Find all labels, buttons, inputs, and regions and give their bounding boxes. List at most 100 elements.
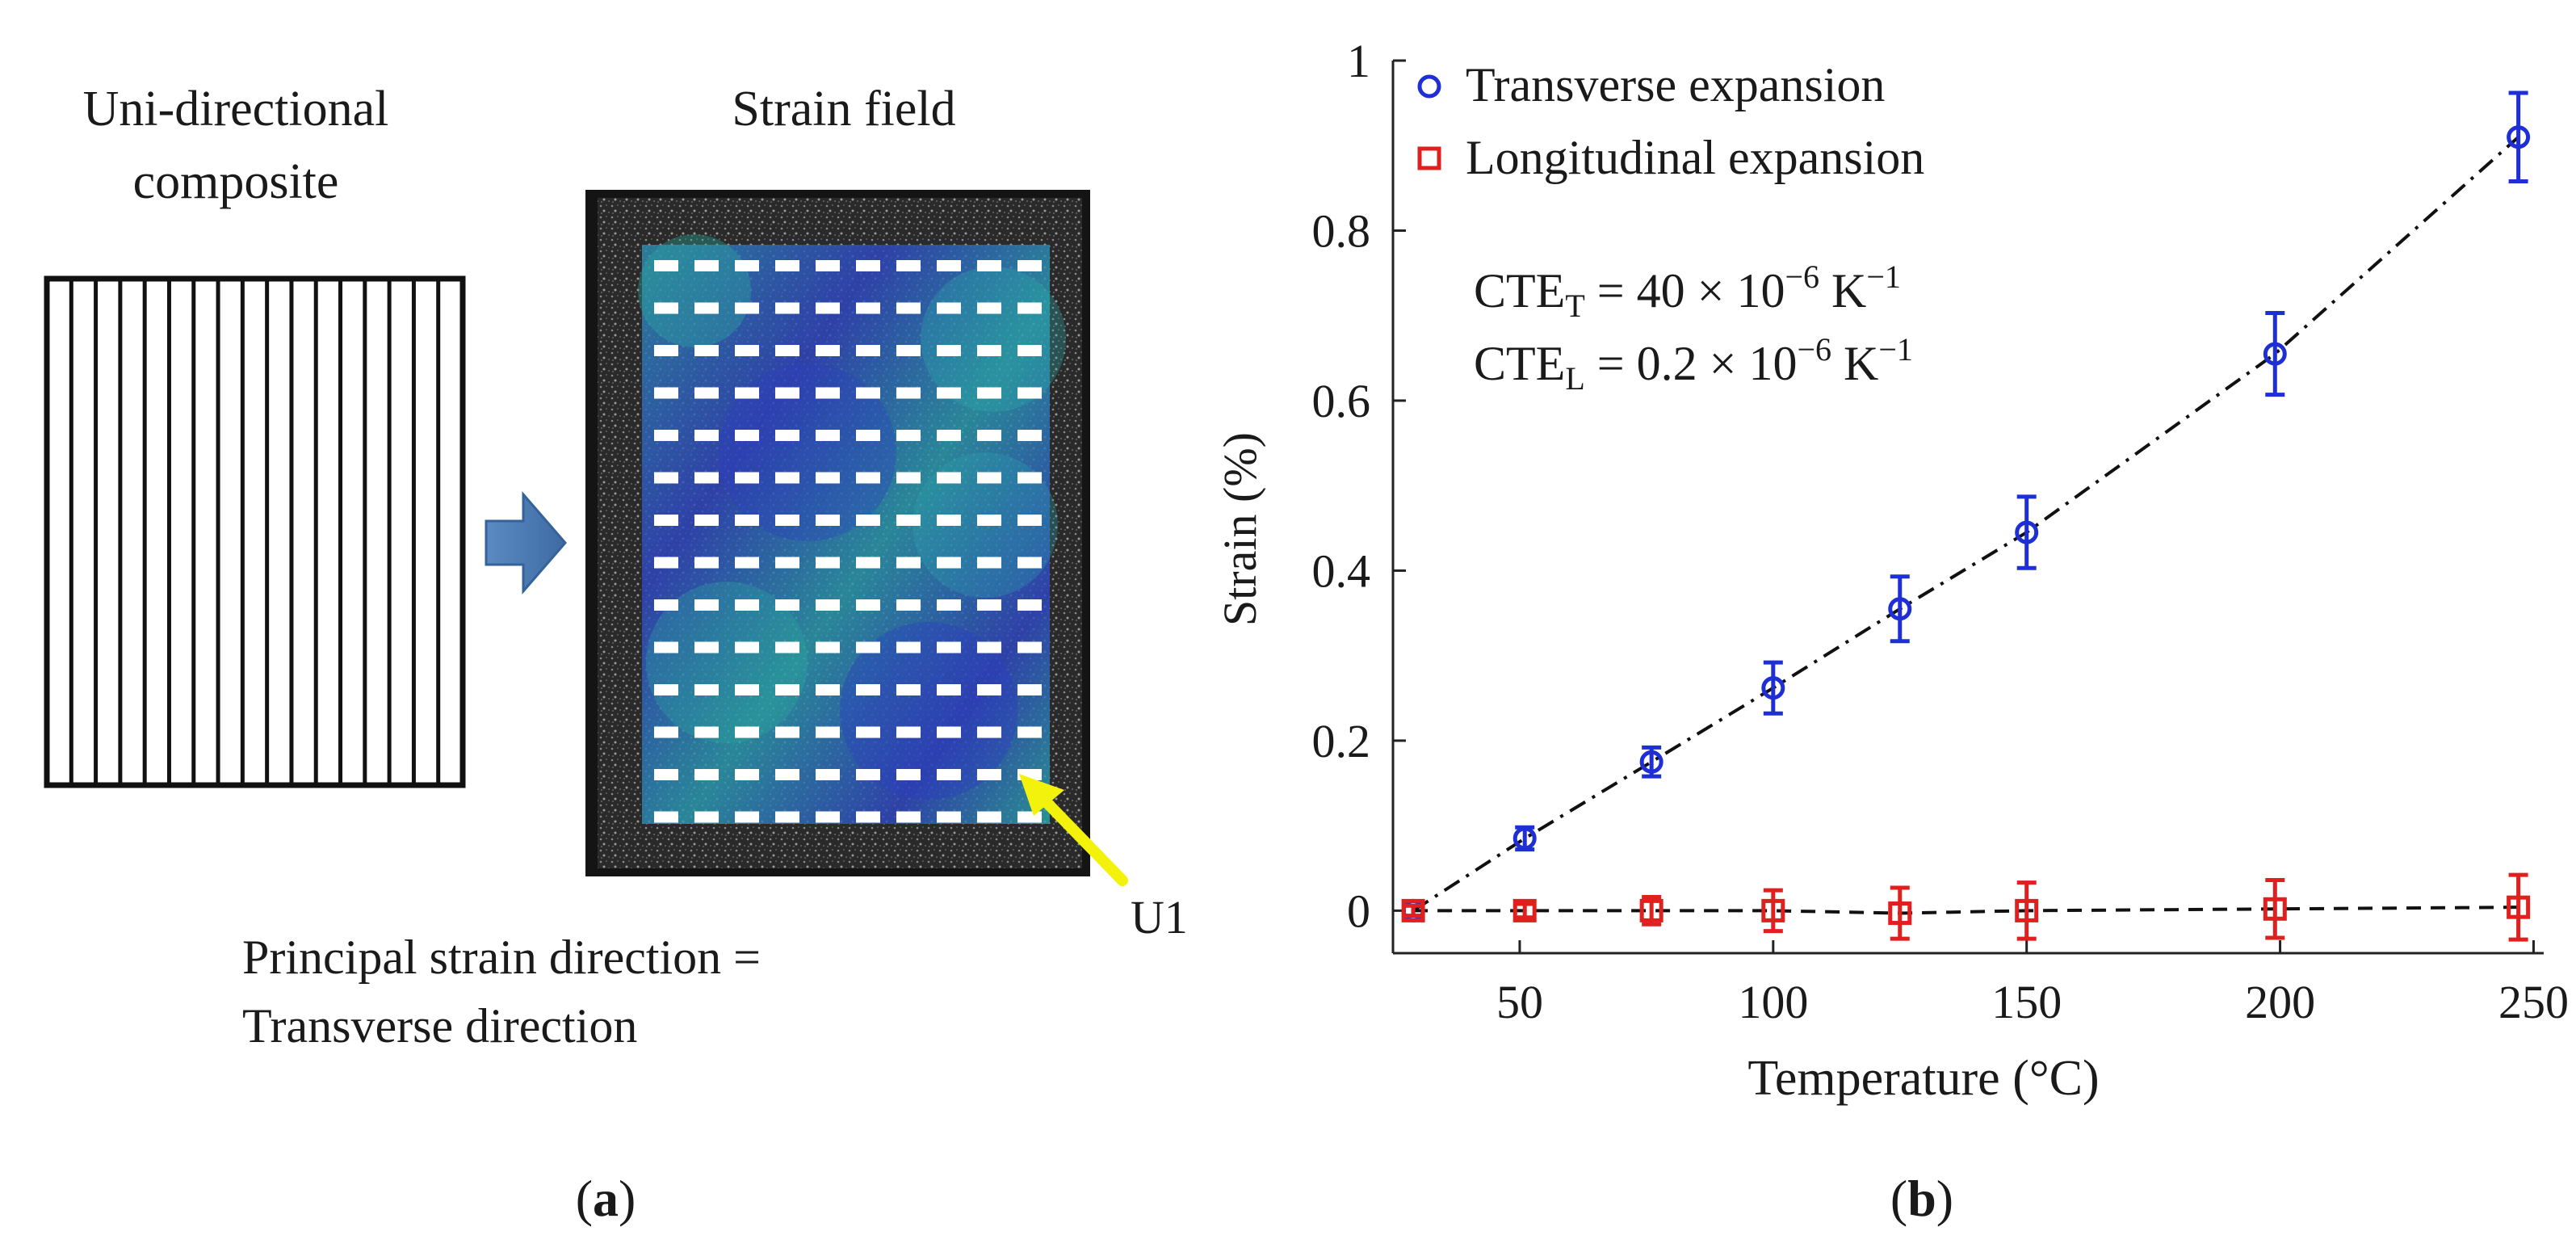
strain-dash bbox=[735, 430, 759, 441]
strain-dash bbox=[775, 684, 799, 695]
right-arrow-icon bbox=[485, 490, 567, 595]
data-point-longitudinal bbox=[1761, 898, 1785, 922]
x-tick-label: 250 bbox=[2498, 976, 2569, 1028]
cte-transverse-annotation: CTET = 40 × 10−6 K−1 bbox=[1474, 258, 1901, 324]
strain-dash bbox=[937, 472, 961, 484]
strain-dash bbox=[1017, 726, 1042, 738]
strain-dash bbox=[775, 260, 799, 271]
y-tick-label: 0.4 bbox=[1312, 544, 1371, 597]
strain-dash bbox=[816, 599, 840, 611]
y-tick-label: 0.8 bbox=[1312, 204, 1371, 257]
strain-dash bbox=[775, 302, 799, 314]
strain-dash bbox=[775, 726, 799, 738]
strain-dash bbox=[775, 387, 799, 399]
strain-dash bbox=[896, 515, 921, 526]
strain-dash bbox=[735, 599, 759, 611]
strain-dash bbox=[896, 769, 921, 780]
strain-dash bbox=[775, 641, 799, 653]
strain-dash bbox=[816, 515, 840, 526]
strain-dash bbox=[856, 387, 880, 399]
panel-a: Uni-directional composite Strain field U… bbox=[44, 82, 1188, 1227]
strain-dash bbox=[896, 811, 921, 823]
strain-dash bbox=[856, 302, 880, 314]
strain-dash bbox=[896, 345, 921, 356]
data-point-transverse bbox=[2015, 520, 2039, 544]
strain-dash bbox=[816, 726, 840, 738]
strain-dash bbox=[654, 684, 678, 695]
strain-dash bbox=[1017, 811, 1042, 823]
strain-dash bbox=[735, 515, 759, 526]
strain-dash bbox=[654, 769, 678, 780]
strain-dash bbox=[1017, 684, 1042, 695]
strain-dash bbox=[856, 472, 880, 484]
strain-dash bbox=[654, 387, 678, 399]
strain-dash bbox=[977, 387, 1001, 399]
strain-dash bbox=[937, 641, 961, 653]
y-tick-label: 0.6 bbox=[1312, 375, 1371, 427]
strain-dash bbox=[977, 726, 1001, 738]
strain-dash bbox=[816, 557, 840, 569]
strain-dash bbox=[896, 260, 921, 271]
strain-dash bbox=[816, 345, 840, 356]
strain-dash bbox=[937, 769, 961, 780]
strain-dash bbox=[856, 515, 880, 526]
x-tick-label: 50 bbox=[1496, 976, 1543, 1028]
y-axis-label: Strain (%) bbox=[1214, 432, 1266, 626]
strain-dash bbox=[856, 345, 880, 356]
strain-dash bbox=[937, 302, 961, 314]
strain-dash bbox=[937, 811, 961, 823]
strain-dash bbox=[735, 345, 759, 356]
strain-dash bbox=[694, 387, 719, 399]
y-tick-label: 0.2 bbox=[1312, 715, 1371, 767]
strain-dash bbox=[694, 769, 719, 780]
strain-dash bbox=[694, 726, 719, 738]
data-point-transverse bbox=[1639, 750, 1663, 774]
strain-dash bbox=[775, 811, 799, 823]
strain-dash bbox=[1017, 641, 1042, 653]
panel-b-letter: (b) bbox=[1890, 1170, 1953, 1227]
strain-dash bbox=[1017, 260, 1042, 271]
strain-dash bbox=[694, 684, 719, 695]
caption-line2: Transverse direction bbox=[242, 999, 637, 1053]
data-point-transverse bbox=[2263, 342, 2287, 366]
strain-dash bbox=[977, 472, 1001, 484]
strain-dash bbox=[1017, 599, 1042, 611]
strain-dash bbox=[937, 599, 961, 611]
strain-dash bbox=[775, 599, 799, 611]
data-point-longitudinal bbox=[1512, 898, 1537, 922]
strain-dash bbox=[1017, 472, 1042, 484]
strain-dash bbox=[775, 345, 799, 356]
strain-dash bbox=[937, 726, 961, 738]
data-point-longitudinal bbox=[2015, 898, 2039, 922]
strain-dash bbox=[977, 684, 1001, 695]
strain-dash bbox=[977, 599, 1001, 611]
strain-dash bbox=[775, 515, 799, 526]
strain-dash bbox=[856, 260, 880, 271]
legend-label-transverse: Transverse expansion bbox=[1466, 58, 1885, 111]
strain-dash bbox=[1017, 345, 1042, 356]
composite-diagram bbox=[44, 275, 466, 788]
strain-dash bbox=[1017, 302, 1042, 314]
strain-dash bbox=[977, 345, 1001, 356]
strain-dash bbox=[816, 430, 840, 441]
strain-dash bbox=[654, 302, 678, 314]
strain-dash bbox=[896, 641, 921, 653]
strain-dash bbox=[816, 472, 840, 484]
data-point-longitudinal bbox=[2507, 895, 2531, 919]
data-point-transverse bbox=[2507, 125, 2531, 149]
strain-dash bbox=[937, 345, 961, 356]
strain-dash bbox=[816, 260, 840, 271]
y-tick-label: 0 bbox=[1347, 885, 1370, 937]
strain-dash bbox=[694, 557, 719, 569]
data-point-longitudinal bbox=[2263, 897, 2287, 921]
data-point-longitudinal bbox=[1639, 898, 1663, 922]
strain-dash bbox=[775, 430, 799, 441]
strain-dash bbox=[654, 557, 678, 569]
strain-dash bbox=[735, 472, 759, 484]
composite-label-line2: composite bbox=[133, 154, 339, 209]
strain-field-image bbox=[585, 190, 1090, 876]
strain-dash bbox=[654, 811, 678, 823]
